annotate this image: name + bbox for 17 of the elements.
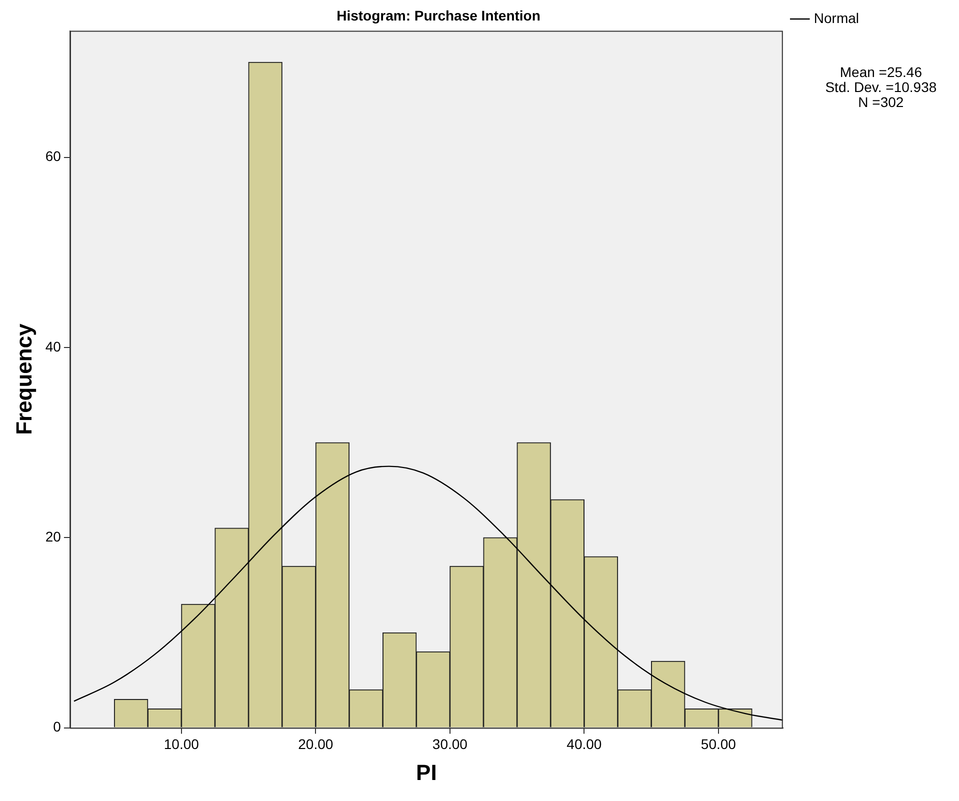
line-series <box>73 466 783 721</box>
x-axis-title: PI <box>416 760 437 785</box>
y-axis-title: Frequency <box>11 322 36 435</box>
chart-title: Histogram: Purchase Intention <box>336 7 540 24</box>
text: Std. Dev. =10.938 <box>825 78 937 95</box>
x-tick-label: 20.00 <box>298 736 334 752</box>
y-tick-label: 40 <box>45 338 62 354</box>
y-tick-label: 20 <box>45 528 62 544</box>
text: N =302 <box>858 94 904 110</box>
legend-label: Normal <box>814 10 860 26</box>
x-tick-label: 40.00 <box>566 736 602 752</box>
x-tick-label: 10.00 <box>164 736 200 752</box>
x-tick-label: 50.00 <box>700 736 736 752</box>
y-tick-label: 60 <box>45 148 62 164</box>
text: Mean =25.46 <box>840 64 922 80</box>
y-tick-label: 0 <box>53 718 62 735</box>
x-tick-label: 30.00 <box>432 736 468 752</box>
